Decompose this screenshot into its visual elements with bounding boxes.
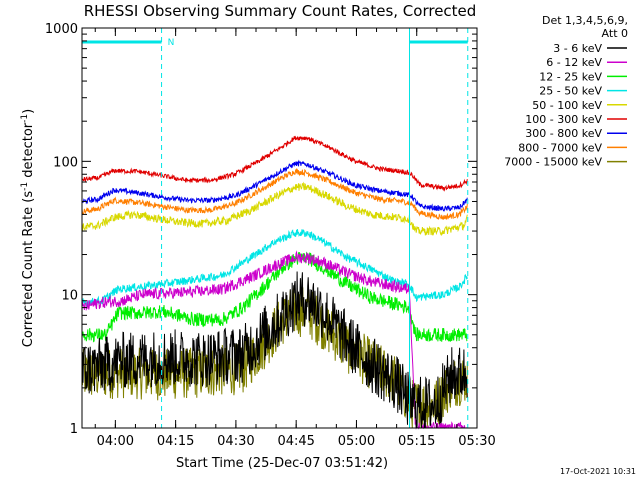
- axes: 1 10 100 1000 04:00 04:15 04:30 04:45 05:00 05:15…: [45, 22, 496, 449]
- legend-label: 12 - 25 keV: [539, 70, 602, 83]
- timestamp: 17-Oct-2021 10:31: [560, 467, 636, 476]
- plot-area: [81, 135, 468, 430]
- y-tick-label: 1000: [45, 22, 78, 37]
- chart-title: RHESSI Observing Summary Count Rates, Co…: [84, 2, 477, 20]
- series-line: [81, 181, 468, 237]
- legend-label: 50 - 100 keV: [532, 99, 602, 112]
- legend-label: 100 - 300 keV: [525, 113, 602, 126]
- series-line: [81, 251, 468, 343]
- series-line: [81, 135, 468, 192]
- legend-header-line-2: Att 0: [602, 27, 628, 40]
- x-tick-label: 04:00: [97, 434, 134, 449]
- night-label: N: [168, 38, 175, 48]
- x-axis-title: Start Time (25-Dec-07 03:51:42): [176, 456, 388, 471]
- legend-label: 6 - 12 keV: [546, 56, 602, 69]
- series-line: [81, 250, 468, 430]
- series-line: [81, 159, 468, 212]
- x-tick-label: 04:30: [217, 434, 254, 449]
- legend-label: 300 - 800 keV: [525, 127, 602, 140]
- x-tick-label: 05:00: [338, 434, 375, 449]
- legend-label: 25 - 50 keV: [539, 85, 602, 98]
- legend-label: 7000 - 15000 keV: [504, 156, 602, 169]
- y-tick-label: 100: [53, 155, 78, 170]
- night-markers: N: [82, 28, 469, 428]
- y-tick-label: 10: [61, 289, 78, 304]
- x-tick-label: 05:30: [458, 434, 495, 449]
- x-tick-label: 05:15: [398, 434, 435, 449]
- series-line: [81, 167, 468, 220]
- x-tick-label: 04:15: [157, 434, 194, 449]
- legend-label: 800 - 7000 keV: [518, 141, 602, 154]
- y-axis-title: Corrected Count Rate (s-1 detector-1): [20, 109, 36, 347]
- legend-label: 3 - 6 keV: [553, 42, 602, 55]
- x-tick-label: 04:45: [277, 434, 314, 449]
- legend-header-line-1: Det 1,3,4,5,6,9,: [542, 14, 628, 27]
- series-line: [81, 271, 468, 429]
- y-tick-label: 1: [70, 422, 78, 437]
- plot-frame: [81, 27, 478, 429]
